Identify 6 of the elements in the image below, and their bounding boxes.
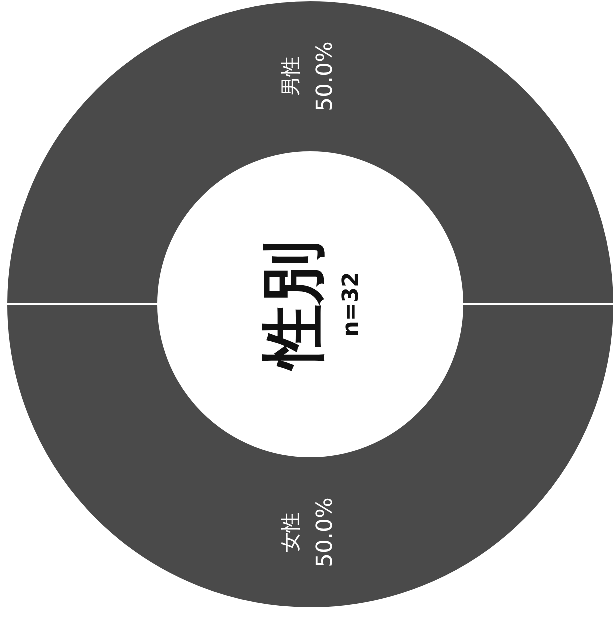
slice-label: 女性 — [278, 512, 303, 552]
slice-label: 男性 — [278, 56, 303, 96]
data-label: 50.0% — [313, 498, 338, 568]
text: n=32 — [339, 272, 364, 337]
data-label: 50.0% — [313, 42, 338, 112]
text: 性別 — [257, 240, 332, 372]
